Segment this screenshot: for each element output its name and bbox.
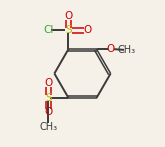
Text: CH₃: CH₃ — [117, 45, 135, 55]
Text: O: O — [44, 78, 52, 88]
Text: CH₃: CH₃ — [39, 122, 57, 132]
Text: O: O — [64, 11, 73, 21]
Text: S: S — [65, 25, 72, 35]
Text: O: O — [44, 107, 52, 117]
Text: O: O — [107, 44, 115, 54]
Text: S: S — [45, 93, 51, 103]
Text: Cl: Cl — [43, 25, 53, 35]
Text: O: O — [83, 25, 91, 35]
